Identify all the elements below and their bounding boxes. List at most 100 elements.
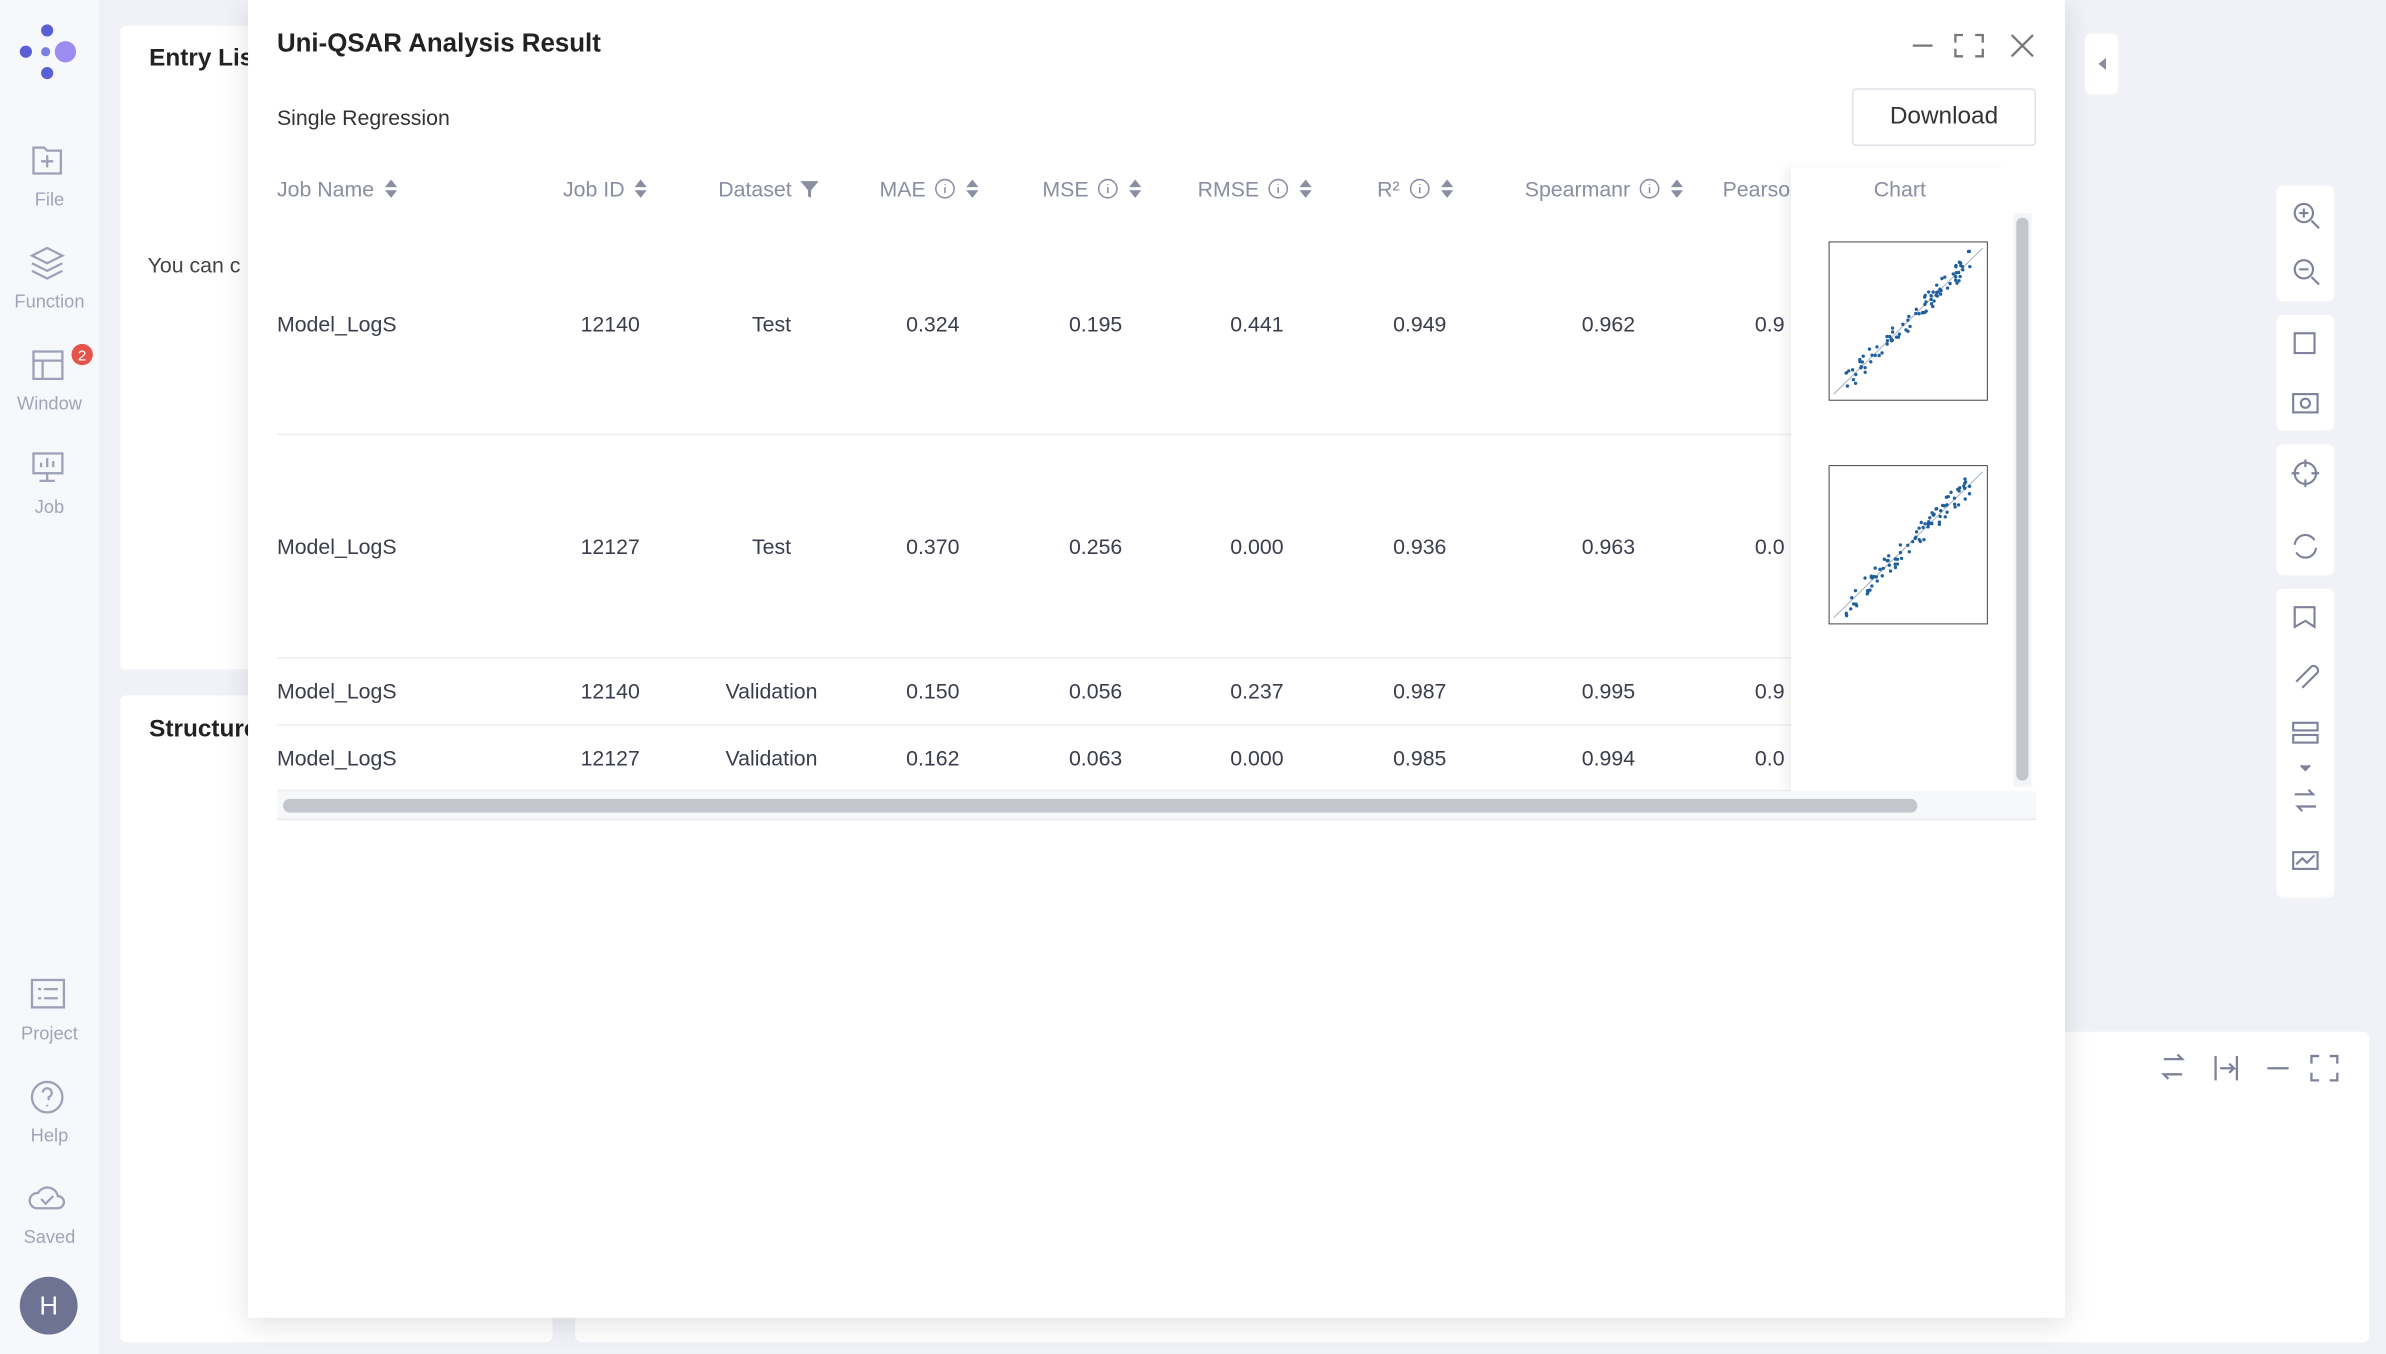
panel-title: Structure	[149, 716, 258, 743]
thumb-dot	[1890, 326, 1895, 330]
info-icon[interactable]	[1409, 178, 1430, 199]
thumb-dot	[1934, 293, 1938, 297]
thumb-dot	[1907, 314, 1911, 319]
thumb-dot	[1967, 484, 1972, 488]
thumb-dot	[1844, 371, 1849, 375]
thumb-dot	[1893, 562, 1897, 566]
analysis-dialog: Uni-QSAR Analysis Result Single Regressi…	[248, 0, 2065, 1318]
sort-icon[interactable]	[1299, 178, 1314, 199]
thumb-dot	[1927, 520, 1931, 524]
row-divider	[276, 433, 2009, 436]
thumb-dot	[1863, 576, 1867, 580]
info-icon[interactable]	[1639, 178, 1660, 199]
thumb-dot	[1944, 495, 1949, 499]
thumb-dot	[1877, 353, 1881, 358]
thumb-dot	[1940, 276, 1944, 281]
thumb-dot	[1914, 311, 1918, 316]
thumb-dot	[1957, 279, 1961, 283]
thumb-dot	[1953, 278, 1958, 282]
row-divider	[276, 657, 2009, 659]
table-cell: 0.324	[906, 311, 960, 336]
thumb-dot	[1906, 318, 1910, 322]
v-scroll-thumb[interactable]	[2016, 217, 2029, 781]
h-scroll-thumb[interactable]	[283, 798, 1918, 813]
dialog-subtitle: Single Regression	[276, 104, 450, 130]
panel-title: Entry Lis	[149, 45, 254, 72]
thumb-dot	[1937, 520, 1942, 524]
maximize[interactable]	[1954, 33, 1984, 58]
window-controls	[1912, 33, 2034, 58]
thumb-dot	[1888, 569, 1893, 573]
header-text: Job ID	[563, 176, 625, 201]
sort-icon[interactable]	[1128, 178, 1143, 199]
sort-icon[interactable]	[1439, 178, 1454, 199]
download-button[interactable]: Download	[1851, 88, 2037, 147]
info-icon[interactable]	[1268, 178, 1289, 199]
table-cell: 0.150	[906, 678, 960, 704]
thumb-dot	[1922, 295, 1927, 299]
thumb-dot	[1887, 563, 1892, 567]
sort-icon[interactable]	[634, 178, 649, 199]
table-cell: Validation	[725, 744, 818, 770]
thumb-dot	[1898, 550, 1903, 555]
column-header: Chart	[1873, 176, 1926, 201]
thumb-dot	[1926, 290, 1931, 294]
thumb-dot	[1873, 566, 1877, 570]
thumb-dot	[1954, 271, 1958, 275]
header-text: MAE	[879, 176, 926, 201]
thumb-dot	[1963, 481, 1967, 485]
sort-icon[interactable]	[965, 178, 980, 199]
scatter-thumbnail	[1828, 465, 1988, 625]
table-cell: 12127	[580, 533, 640, 558]
thumb-dot	[1918, 539, 1922, 544]
thumb-dot	[1860, 360, 1865, 364]
badge-count: 2	[78, 348, 86, 365]
thumb-dot	[1919, 520, 1923, 525]
header-text: Dataset	[718, 176, 792, 201]
table-cell: 0.063	[1068, 744, 1123, 770]
thumb-dot	[1854, 604, 1859, 608]
avatar[interactable]: H	[18, 1275, 79, 1336]
thumb-dot	[1943, 275, 1947, 279]
thumb-dot	[1863, 370, 1867, 374]
thumb-dot	[1850, 596, 1854, 600]
thumb-dot	[1957, 260, 1962, 264]
sort-icon[interactable]	[1670, 178, 1685, 199]
thumb-dot	[1963, 497, 1967, 501]
table-cell: 12140	[580, 678, 640, 704]
thumb-dot	[1931, 304, 1935, 309]
table-cell: 0.237	[1230, 678, 1284, 704]
thumb-dot	[1961, 268, 1965, 272]
table-cell: 0.995	[1581, 678, 1636, 704]
collapse-tab[interactable]	[2084, 33, 2119, 95]
thumb-dot	[1882, 557, 1887, 561]
hint-text: You can c	[147, 252, 241, 277]
close[interactable]	[2010, 34, 2034, 58]
info-icon[interactable]	[935, 178, 956, 199]
thumb-dot	[1929, 302, 1934, 306]
thumb-dot	[1930, 521, 1934, 526]
table-cell: 0.056	[1068, 678, 1123, 704]
thumb-dot	[1953, 505, 1957, 509]
table-cell: 0.985	[1393, 744, 1447, 770]
column-header: MSE	[1042, 177, 1143, 201]
thumb-dot	[1952, 496, 1957, 500]
info-icon[interactable]	[1098, 178, 1119, 199]
thumb-dot	[1917, 312, 1921, 316]
thumb-dot	[1956, 503, 1961, 507]
thumb-dot	[1913, 536, 1917, 541]
thumb-dot	[1885, 339, 1890, 343]
filter-icon[interactable]	[799, 178, 820, 199]
thumb-dot	[1889, 337, 1894, 341]
table-cell: 0.936	[1393, 533, 1447, 558]
thumb-dot	[1967, 492, 1972, 496]
table-cell: Model_LogS	[276, 744, 397, 770]
column-header: Pearso	[1723, 177, 1791, 201]
sort-icon[interactable]	[383, 178, 398, 199]
thumb-dot	[1875, 579, 1879, 583]
nav-label: Job	[34, 496, 65, 518]
thumb-dot	[1853, 381, 1858, 385]
nav-label: Help	[30, 1124, 69, 1146]
